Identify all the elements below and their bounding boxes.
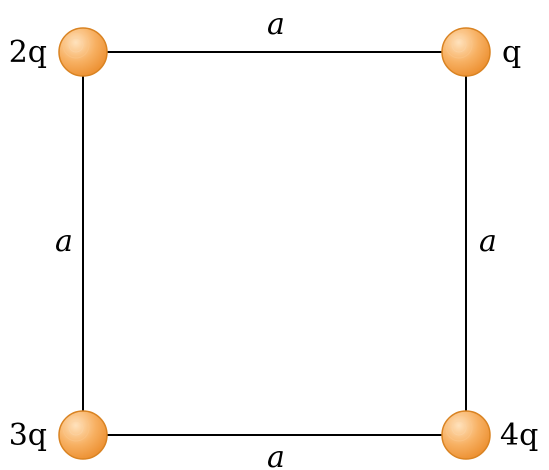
side-label-left: a: [55, 224, 73, 259]
side-label-bottom: a: [267, 440, 285, 470]
charge-label-bottom-right: 4q: [500, 418, 538, 453]
side-label-top: a: [267, 7, 285, 42]
charge-label-top-right: q: [502, 35, 521, 70]
charge-label-top-left: 2q: [9, 35, 47, 70]
charge-sphere-top-right: [441, 27, 491, 77]
charge-sphere-bottom-right: [441, 410, 491, 460]
charge-sphere-bottom-left: [58, 410, 108, 460]
charge-sphere-top-left: [58, 27, 108, 77]
charge-label-bottom-left: 3q: [9, 418, 47, 453]
side-label-right: a: [479, 224, 497, 259]
